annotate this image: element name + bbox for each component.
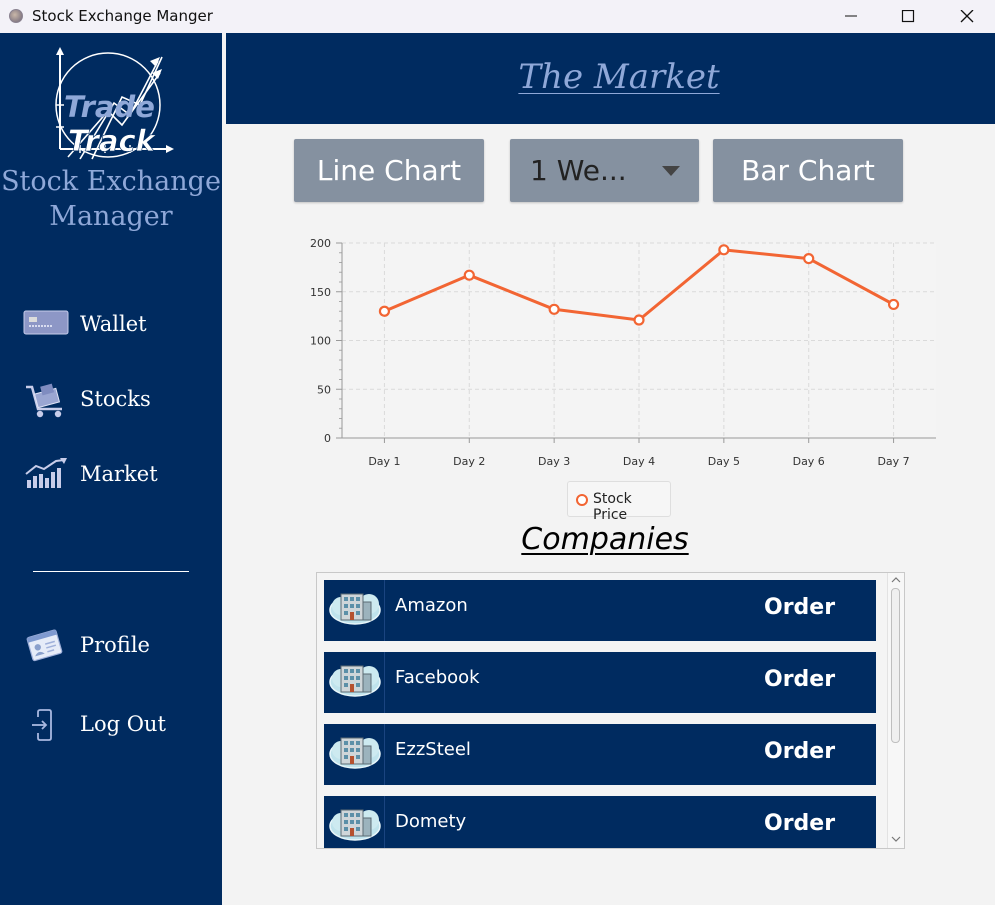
period-select-value: 1 We... [530, 154, 627, 187]
brand-name: Stock Exchange Manager [0, 164, 222, 234]
sidebar-item-logout-label: Log Out [80, 712, 166, 736]
profile-card-icon [26, 629, 63, 662]
title-bar: Stock Exchange Manger [0, 0, 995, 33]
y-tick-label: 50 [317, 383, 331, 396]
period-select[interactable]: 1 We... [510, 139, 699, 202]
sidebar-item-market-label: Market [80, 462, 158, 486]
data-point [378, 305, 391, 317]
companies-title: Companies [521, 522, 689, 557]
chart-legend: Stock Price [567, 481, 671, 523]
x-tick-label: Day 7 [877, 455, 909, 468]
sidebar-item-market[interactable]: Market [22, 456, 212, 496]
brand-line-2: Manager [49, 201, 173, 232]
order-button[interactable]: Order [764, 739, 836, 764]
trade-track-logo: Trade Track [55, 47, 174, 160]
x-tick-label: Day 1 [368, 455, 400, 468]
y-tick-label: 200 [310, 237, 331, 250]
logout-icon [32, 709, 52, 741]
sidebar: Trade Track Stock Exchange Manager Walle… [0, 33, 222, 905]
y-tick-label: 150 [310, 286, 331, 299]
x-tick-label: Day 4 [623, 455, 655, 468]
scroll-up-icon[interactable] [891, 576, 901, 584]
company-name: Domety [395, 811, 467, 832]
app-icon [9, 9, 23, 23]
scrollbar[interactable] [887, 573, 904, 848]
sidebar-item-profile-label: Profile [80, 633, 150, 657]
header: The Market [226, 33, 995, 124]
bar-chart-button[interactable]: Bar Chart [713, 139, 903, 202]
data-point [548, 303, 560, 315]
x-tick-label: Day 2 [453, 455, 485, 468]
data-point [463, 269, 475, 281]
company-name: Amazon [395, 595, 468, 616]
company-name: EzzSteel [395, 739, 471, 760]
sidebar-divider [33, 571, 189, 572]
row-separator [384, 724, 385, 785]
legend-label-stock-price: Stock Price [593, 491, 632, 523]
close-icon [960, 10, 974, 23]
credit-card-icon [23, 310, 69, 335]
sidebar-item-stocks[interactable]: Stocks [22, 381, 212, 421]
data-point [633, 314, 645, 326]
row-separator [384, 580, 385, 641]
close-button[interactable] [944, 0, 990, 33]
building-icon [329, 665, 381, 697]
minimize-icon [845, 15, 857, 17]
sidebar-item-wallet[interactable]: Wallet [22, 306, 212, 346]
maximize-icon [901, 10, 915, 23]
order-button[interactable]: Order [764, 595, 836, 620]
y-tick-label: 0 [324, 432, 331, 445]
building-icon [329, 809, 381, 841]
stock-price-chart: 0 50 100 150 200 Day 1 Day 2 Day 3 Day 4 Day 5 Day… [310, 237, 936, 468]
building-icon [329, 737, 381, 769]
x-tick-label: Day 6 [793, 455, 825, 468]
maximize-button[interactable] [885, 0, 931, 33]
sidebar-item-logout[interactable]: Log Out [22, 706, 212, 746]
company-row[interactable]: Domety Order [324, 796, 876, 848]
building-icon [329, 593, 381, 625]
brand-line-1: Stock Exchange [1, 166, 221, 197]
data-point [803, 253, 815, 265]
company-name: Facebook [395, 667, 480, 688]
order-button[interactable]: Order [764, 667, 836, 692]
sidebar-item-profile[interactable]: Profile [22, 627, 212, 667]
scroll-thumb[interactable] [891, 588, 900, 743]
cart-icon [26, 383, 62, 418]
company-row[interactable]: Facebook Order [324, 652, 876, 713]
legend-marker [576, 494, 588, 506]
company-row[interactable]: Amazon Order [324, 580, 876, 641]
chevron-down-icon [662, 166, 680, 176]
logo-trade-text: Trade [64, 90, 155, 124]
data-point [887, 298, 900, 311]
row-separator [384, 652, 385, 713]
minimize-button[interactable] [828, 0, 874, 33]
sidebar-item-stocks-label: Stocks [80, 387, 151, 411]
logo-track-text: Track [68, 124, 157, 158]
companies-list[interactable]: Amazon Order Facebook Order EzzSteel Order Dom… [316, 572, 905, 849]
company-row[interactable]: EzzSteel Order [324, 724, 876, 785]
y-tick-label: 100 [310, 335, 331, 348]
row-separator [384, 796, 385, 848]
x-tick-label: Day 3 [538, 455, 570, 468]
line-chart-button[interactable]: Line Chart [294, 139, 484, 202]
market-chart-icon [25, 458, 67, 488]
sidebar-item-wallet-label: Wallet [80, 312, 147, 336]
data-point [718, 244, 730, 256]
scroll-down-icon[interactable] [891, 835, 901, 843]
x-tick-label: Day 5 [708, 455, 740, 468]
window-title: Stock Exchange Manger [32, 7, 213, 25]
order-button[interactable]: Order [764, 811, 836, 836]
page-title: The Market [518, 57, 720, 97]
